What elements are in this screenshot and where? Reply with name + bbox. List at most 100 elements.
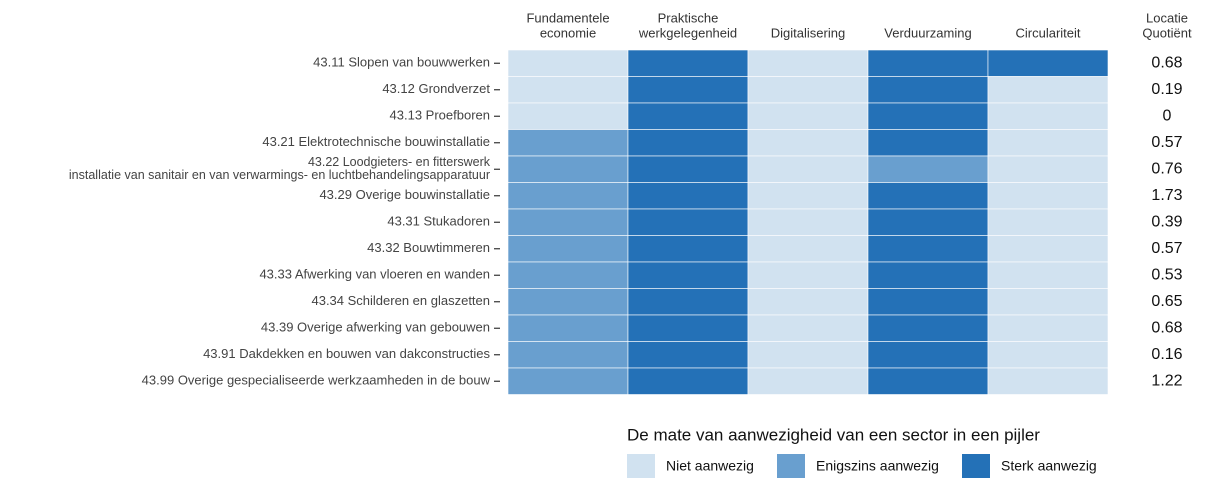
cell [987,235,1109,263]
row-label: 43.39 Overige afwerking van gebouwen [261,320,490,335]
lq-value: 0.19 [1151,81,1182,98]
row-label: 43.34 Schilderen en glaszetten [311,293,490,308]
cell [627,235,749,263]
cell [507,314,629,342]
cell [627,261,749,289]
cell [507,49,629,77]
cell [507,208,629,236]
lq-header: Quotiënt [1142,25,1192,40]
legend-label: Enigszins aanwezig [816,458,939,474]
row-label: 43.11 Slopen van bouwwerken [313,55,490,70]
cell [867,288,989,316]
cell [987,208,1109,236]
lq-value: 0.65 [1151,293,1182,310]
cell [507,261,629,289]
cell [747,76,869,104]
cell [507,235,629,263]
row-label: 43.22 Loodgieters- en fitterswerk [308,155,491,169]
cell [627,314,749,342]
row-label: installatie van sanitair en van verwarmi… [69,168,490,182]
cell [747,314,869,342]
cell [507,288,629,316]
legend-label: Niet aanwezig [666,458,754,474]
lq-value: 0.68 [1151,319,1182,336]
cell [867,49,989,77]
cell [987,76,1109,104]
cell [747,129,869,157]
cell [507,367,629,395]
column-label: Circulariteit [1015,25,1080,40]
cell [507,129,629,157]
cell [987,288,1109,316]
cell [747,182,869,210]
cell [867,76,989,104]
cell [987,182,1109,210]
column-label: Fundamentele [526,10,609,25]
row-label: 43.13 Proefboren [390,108,490,123]
cell [627,341,749,369]
cell [627,102,749,130]
legend-swatch [627,454,655,478]
cell [867,102,989,130]
cell [747,288,869,316]
column-label: economie [540,25,596,40]
cell [747,367,869,395]
legend-label: Sterk aanwezig [1001,458,1097,474]
cell [987,49,1109,77]
cell [747,208,869,236]
row-label: 43.29 Overige bouwinstallatie [319,187,490,202]
legend-title: De mate van aanwezigheid van een sector … [627,425,1040,444]
cell [747,49,869,77]
cell [507,182,629,210]
cell [507,341,629,369]
cell [987,341,1109,369]
cell [987,129,1109,157]
lq-value: 0.57 [1151,134,1182,151]
cell [867,155,989,183]
cell [747,261,869,289]
legend-swatch [962,454,990,478]
cell [867,129,989,157]
lq-value: 0 [1163,107,1172,124]
row-label: 43.31 Stukadoren [387,214,490,229]
column-label: Praktische [658,10,719,25]
cell [867,367,989,395]
cell [867,261,989,289]
cell [987,102,1109,130]
cell [507,155,629,183]
lq-value: 0.53 [1151,266,1182,283]
cell [747,235,869,263]
cell [507,76,629,104]
lq-value: 0.16 [1151,346,1182,363]
cell [627,76,749,104]
row-label: 43.99 Overige gespecialiseerde werkzaamh… [142,373,491,388]
lq-value: 0.76 [1151,160,1182,177]
row-label: 43.21 Elektrotechnische bouwinstallatie [262,134,490,149]
cell [747,102,869,130]
cell [507,102,629,130]
lq-value: 0.68 [1151,54,1182,71]
cell [987,155,1109,183]
lq-value: 0.39 [1151,213,1182,230]
lq-header: Locatie [1146,10,1188,25]
cell [867,208,989,236]
cell [987,261,1109,289]
lq-value: 1.73 [1151,187,1182,204]
cell [627,129,749,157]
cell [627,155,749,183]
cell [627,182,749,210]
cell [867,182,989,210]
cell [627,208,749,236]
cell [747,155,869,183]
row-label: 43.33 Afwerking van vloeren en wanden [259,267,490,282]
cell [627,288,749,316]
legend-swatch [777,454,805,478]
cell [987,314,1109,342]
cell [747,341,869,369]
cell [867,341,989,369]
row-label: 43.91 Dakdekken en bouwen van dakconstru… [203,346,490,361]
cell [627,49,749,77]
cell [867,314,989,342]
lq-value: 0.57 [1151,240,1182,257]
